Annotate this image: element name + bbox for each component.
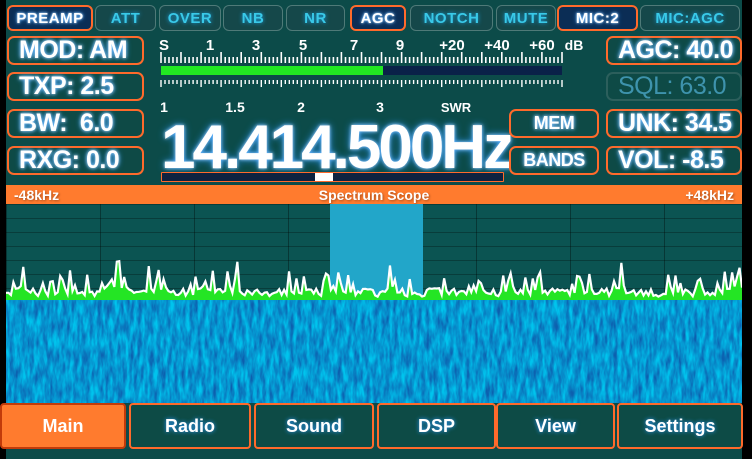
svg-text:9: 9 <box>396 37 404 54</box>
svg-text:5: 5 <box>299 37 307 54</box>
svg-text:S: S <box>159 37 169 54</box>
svg-text:dB: dB <box>565 37 584 53</box>
svg-text:+60: +60 <box>529 37 554 54</box>
svg-text:3: 3 <box>252 37 260 54</box>
svg-text:+40: +40 <box>484 37 509 54</box>
svg-text:7: 7 <box>350 37 358 54</box>
svg-text:+20: +20 <box>439 37 464 54</box>
svg-text:1: 1 <box>206 37 214 54</box>
